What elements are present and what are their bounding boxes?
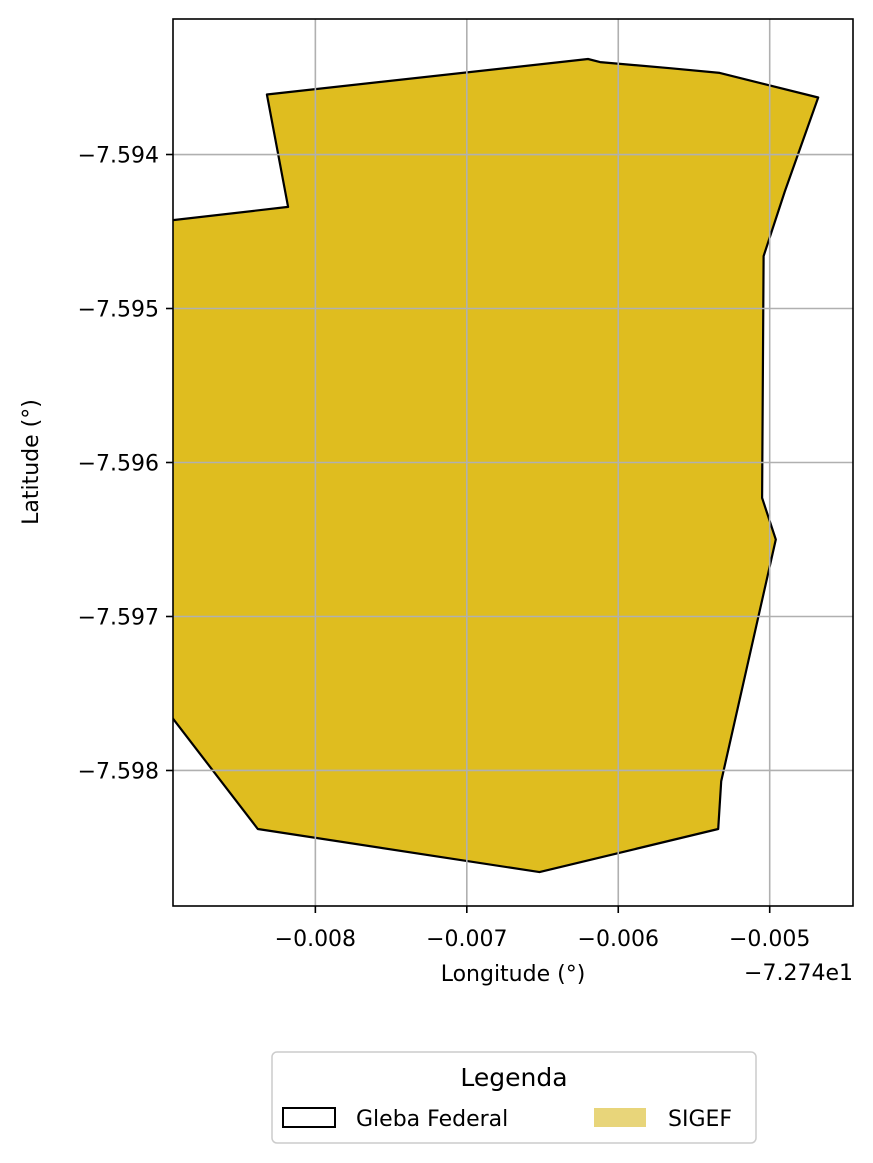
polygon-layer — [173, 57, 820, 874]
x-axis-title: Longitude (°) — [441, 962, 586, 987]
legend-swatch-sigef — [594, 1108, 646, 1127]
legend-label-sigef: SIGEF — [668, 1107, 732, 1132]
legend-label-gleba-federal: Gleba Federal — [356, 1107, 508, 1132]
x-tick-label: −0.008 — [275, 927, 356, 952]
y-axis-ticks: −7.594 −7.595 −7.596 −7.597 −7.598 — [78, 144, 173, 784]
y-tick-label: −7.595 — [78, 298, 159, 323]
y-axis-title: Latitude (°) — [19, 399, 44, 525]
y-tick-label: −7.594 — [78, 144, 159, 169]
y-tick-label: −7.596 — [78, 452, 159, 477]
x-tick-label: −0.007 — [426, 927, 507, 952]
sigef-polygon — [173, 57, 820, 874]
x-tick-label: −0.006 — [578, 927, 659, 952]
x-axis-offset-label: −7.274e1 — [744, 961, 853, 986]
plot-area — [172, 18, 854, 907]
x-tick-label: −0.005 — [729, 927, 810, 952]
gridlines — [173, 19, 853, 906]
legend: Legenda Gleba Federal SIGEF — [271, 1051, 757, 1144]
x-axis-ticks: −0.008 −0.007 −0.006 −0.005 — [275, 906, 810, 952]
legend-swatch-gleba-federal — [282, 1107, 336, 1128]
y-tick-label: −7.598 — [78, 759, 159, 784]
y-tick-label: −7.597 — [78, 605, 159, 630]
legend-title: Legenda — [460, 1063, 567, 1092]
